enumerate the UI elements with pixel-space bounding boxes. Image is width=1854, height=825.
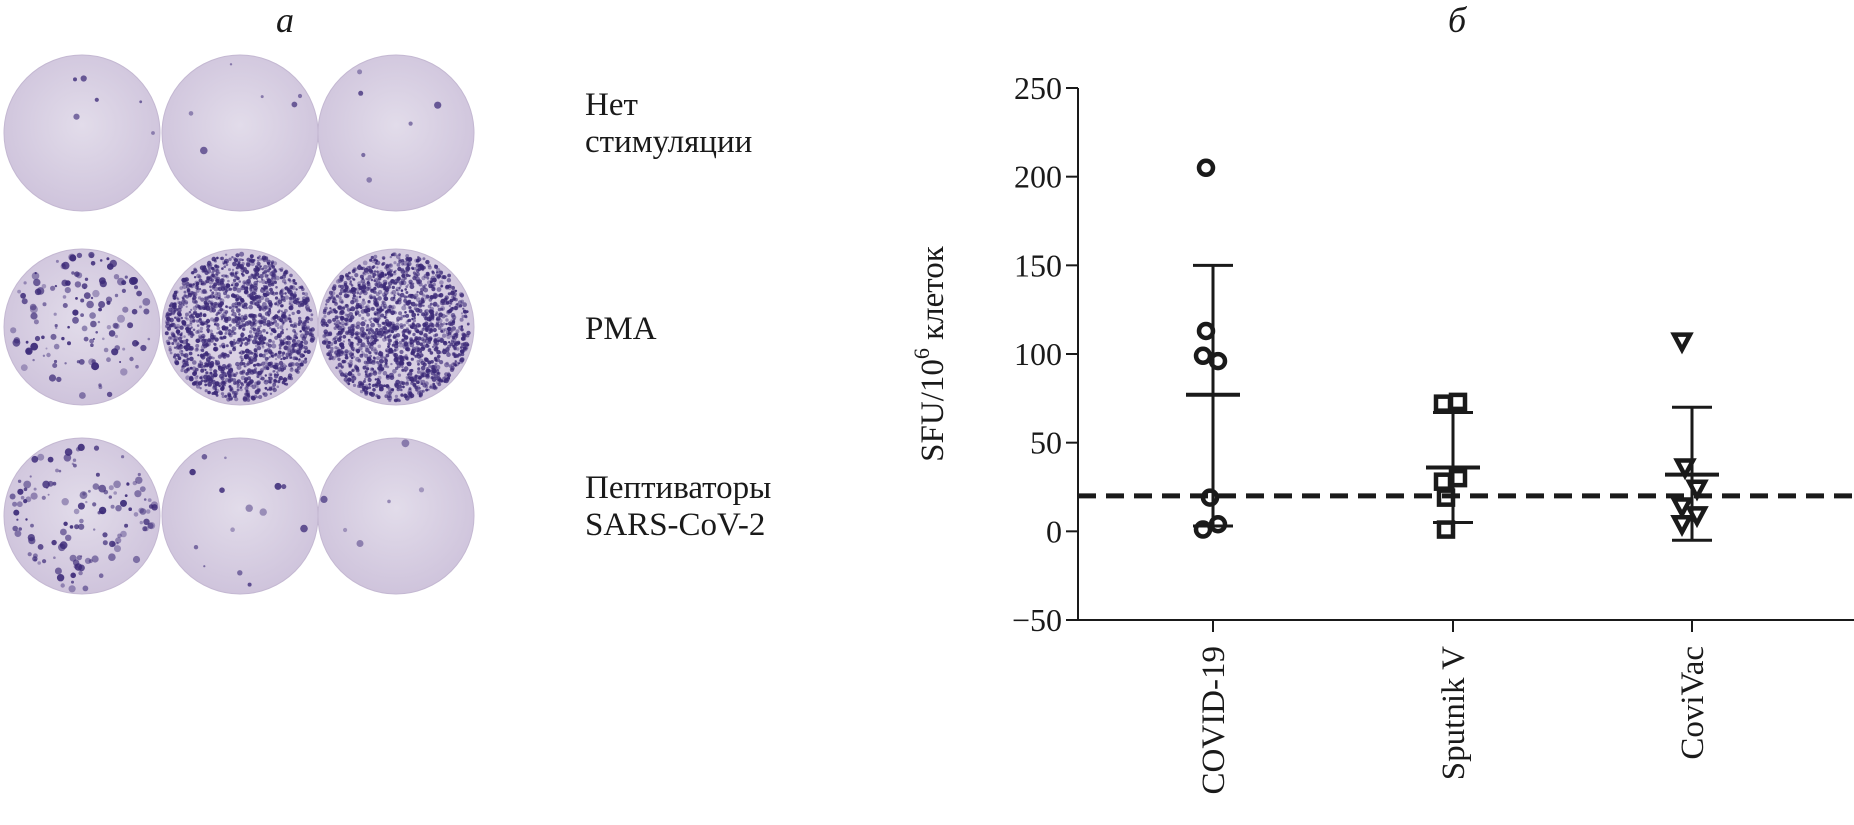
row-label: PMA bbox=[585, 311, 657, 347]
y-tick-label: 100 bbox=[1014, 336, 1062, 372]
data-point bbox=[1196, 158, 1216, 178]
elispot-well bbox=[3, 248, 161, 406]
data-point bbox=[1673, 458, 1697, 481]
row-label: Нет bbox=[585, 87, 638, 123]
panel-b-label: б bbox=[1448, 0, 1468, 40]
well-spots bbox=[189, 454, 308, 587]
y-tick-label: 50 bbox=[1030, 425, 1062, 461]
y-axis-label-sup: 6 bbox=[909, 348, 934, 359]
well-spots bbox=[320, 439, 425, 547]
data-point bbox=[1208, 351, 1228, 371]
data-point bbox=[1200, 488, 1220, 507]
data-point bbox=[1685, 479, 1709, 502]
scatter-chart: −50 0 50 100 150 200 250 SFU/106 клеток COVID-19… bbox=[909, 70, 1854, 794]
y-tick-label: 200 bbox=[1014, 159, 1062, 195]
well-spots bbox=[73, 75, 155, 135]
y-axis-label-suffix: клеток bbox=[915, 245, 951, 348]
data-point bbox=[1193, 346, 1213, 366]
y-tick-label: 150 bbox=[1014, 247, 1062, 283]
data-point bbox=[1436, 520, 1456, 539]
series-covid-19 bbox=[1186, 158, 1240, 539]
y-axis-label-main: SFU/10 bbox=[915, 359, 951, 462]
series-covivac bbox=[1665, 332, 1719, 542]
data-point bbox=[1448, 392, 1468, 412]
elispot-well bbox=[3, 437, 161, 595]
x-tick-label: Sputnik V bbox=[1436, 646, 1472, 780]
row-label: стимуляции bbox=[585, 124, 752, 160]
data-point bbox=[1685, 506, 1709, 529]
x-tick-label: COVID-19 bbox=[1196, 646, 1232, 794]
series-sputnik-v bbox=[1426, 392, 1480, 539]
elispot-well bbox=[317, 54, 475, 212]
data-point bbox=[1433, 394, 1453, 413]
elispot-well bbox=[161, 54, 319, 212]
data-point bbox=[1670, 514, 1694, 538]
data-point bbox=[1670, 332, 1694, 355]
y-tick-label: −50 bbox=[1012, 602, 1062, 638]
x-tick-label: CoviVac bbox=[1675, 646, 1711, 760]
y-tick-label: 250 bbox=[1014, 70, 1062, 106]
data-point bbox=[1436, 488, 1456, 507]
row-label: SARS-CoV-2 bbox=[585, 507, 765, 543]
data-point bbox=[1193, 520, 1213, 539]
well-grid bbox=[3, 54, 475, 595]
well-spots bbox=[10, 251, 151, 399]
data-point bbox=[1196, 321, 1216, 341]
elispot-well bbox=[317, 437, 475, 595]
elispot-well bbox=[3, 54, 161, 212]
panel-b: б −50 0 50 100 150 200 250 SFU/106 клеток COVID-… bbox=[909, 0, 1854, 794]
row-label: Пептиваторы bbox=[585, 470, 771, 506]
panel-a-label: а bbox=[276, 0, 294, 40]
data-point bbox=[1433, 472, 1453, 491]
data-point bbox=[1448, 468, 1468, 488]
well-spots bbox=[188, 63, 303, 155]
data-point bbox=[1208, 514, 1228, 534]
well-spots bbox=[320, 252, 471, 403]
y-axis-label: SFU/106 клеток bbox=[909, 245, 951, 462]
well-spots bbox=[9, 443, 158, 593]
y-tick-label: 0 bbox=[1046, 513, 1062, 549]
well-spots bbox=[164, 251, 316, 402]
well-spots bbox=[357, 69, 442, 183]
